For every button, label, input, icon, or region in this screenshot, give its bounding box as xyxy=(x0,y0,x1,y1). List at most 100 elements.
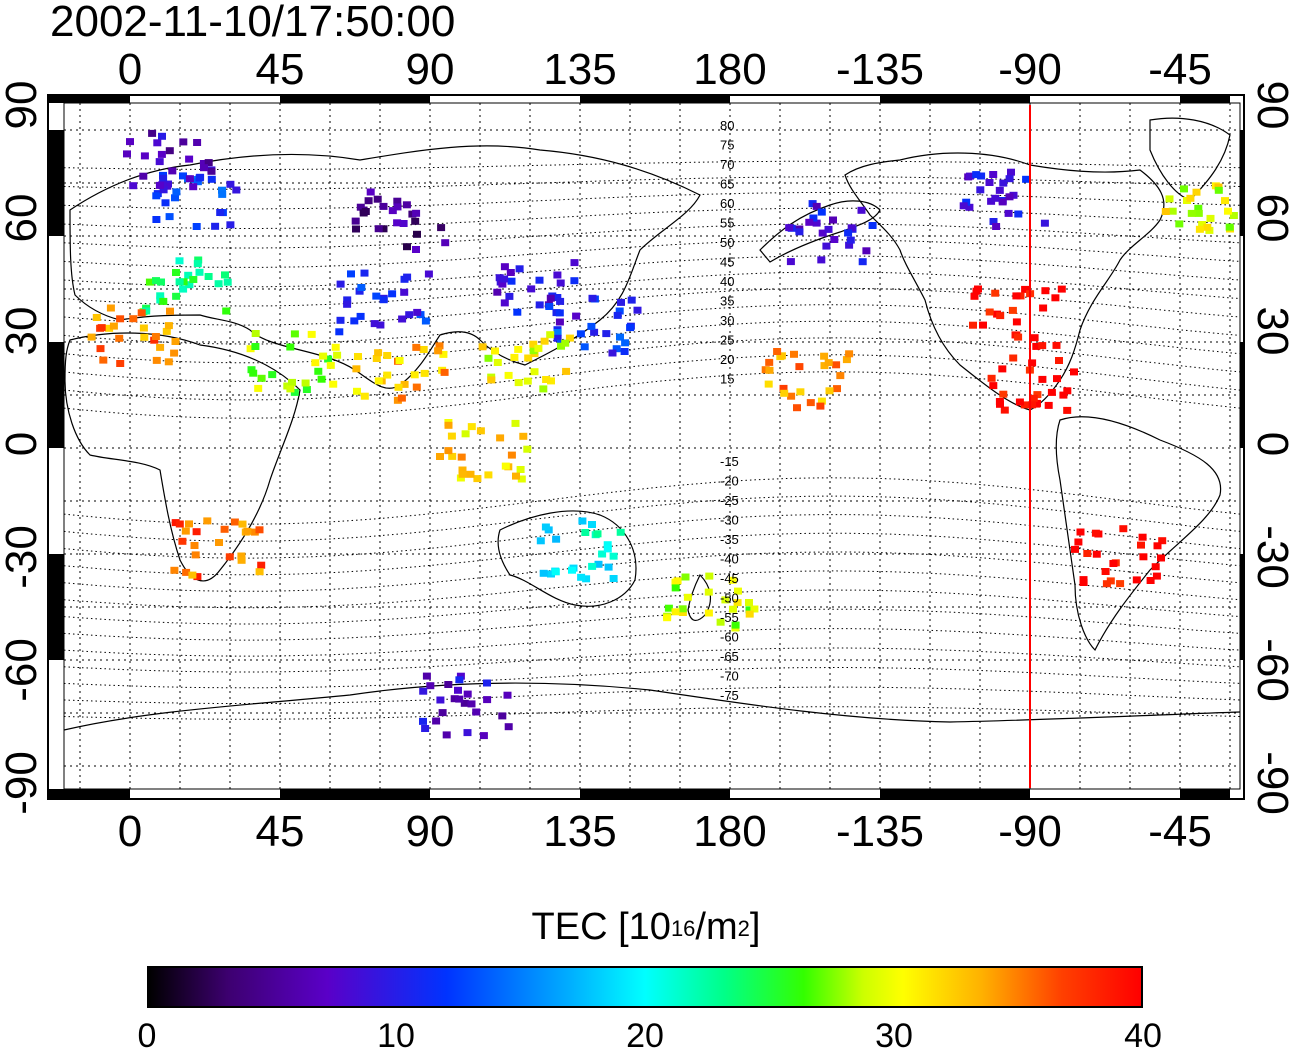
tec-point xyxy=(419,346,428,353)
tec-point xyxy=(704,588,713,596)
tec-point xyxy=(704,609,713,617)
tec-point xyxy=(193,139,202,146)
contour-label: 15 xyxy=(720,372,734,387)
tec-point xyxy=(795,228,804,236)
colorbar-title: TEC [1016/m2] xyxy=(531,906,761,948)
contour-label: -60 xyxy=(720,630,739,645)
tec-point xyxy=(204,159,213,167)
tec-point xyxy=(151,333,160,340)
tec-point xyxy=(329,380,338,388)
tec-point xyxy=(991,194,1000,202)
tec-point xyxy=(1092,550,1101,558)
tec-point xyxy=(437,224,446,232)
tec-point xyxy=(221,271,229,279)
tec-point xyxy=(181,527,190,535)
tec-point xyxy=(218,186,226,194)
tec-point xyxy=(1186,194,1195,202)
tec-point xyxy=(992,223,1001,230)
tec-point xyxy=(403,243,411,251)
tec-point xyxy=(421,725,430,732)
tec-point xyxy=(467,423,476,431)
tec-point xyxy=(1194,204,1203,212)
tec-point xyxy=(170,349,179,357)
tec-point xyxy=(230,518,239,526)
tec-point xyxy=(440,368,449,376)
tec-point xyxy=(450,695,459,703)
tec-point xyxy=(979,321,987,329)
tec-point xyxy=(764,380,773,388)
tec-point xyxy=(1063,387,1072,395)
tec-point xyxy=(153,139,162,147)
contour-label: -30 xyxy=(720,513,739,528)
tec-point xyxy=(556,279,565,287)
tec-point xyxy=(626,324,635,332)
tec-point xyxy=(1175,220,1184,228)
tec-point xyxy=(140,333,149,341)
tec-point xyxy=(825,387,834,395)
tec-point xyxy=(410,371,419,379)
tec-point xyxy=(193,260,202,268)
tec-point xyxy=(572,312,581,320)
tec-point xyxy=(524,354,533,362)
tec-point xyxy=(985,308,994,316)
tec-point xyxy=(836,372,845,380)
tec-point xyxy=(419,687,428,695)
tec-point xyxy=(395,357,404,364)
tec-point xyxy=(1203,223,1212,231)
tec-point xyxy=(985,179,994,186)
tec-point xyxy=(164,358,173,366)
tec-point xyxy=(184,271,193,279)
tec-point xyxy=(150,336,159,344)
lon-tick-label: -90 xyxy=(998,807,1062,856)
tec-point xyxy=(255,568,264,576)
tec-point xyxy=(302,386,311,393)
tec-point xyxy=(845,241,854,249)
tec-point xyxy=(987,374,996,382)
tec-point xyxy=(152,192,161,200)
tec-point xyxy=(420,369,429,377)
tec-point xyxy=(333,351,342,359)
tec-point xyxy=(1007,168,1015,176)
tec-point xyxy=(616,528,625,536)
lon-ticks-top: 0 45 90 135 180 -135 -90 -45 xyxy=(118,45,1212,94)
contour-label: -55 xyxy=(720,610,739,625)
tec-point xyxy=(1165,195,1174,203)
tec-point xyxy=(419,717,427,725)
colorbar-tick-label: 10 xyxy=(377,1017,415,1055)
tec-point xyxy=(1000,406,1009,414)
tec-point xyxy=(479,732,488,740)
tec-point xyxy=(126,138,134,146)
tec-point xyxy=(194,256,203,264)
tec-point xyxy=(139,324,148,332)
tec-point xyxy=(820,352,829,360)
tec-point xyxy=(577,573,586,581)
tec-point xyxy=(189,276,198,283)
tec-point xyxy=(616,333,624,341)
tec-point xyxy=(570,259,579,267)
tec-point xyxy=(1109,560,1118,567)
tec-point xyxy=(786,258,795,266)
tec-point xyxy=(721,596,730,604)
lat-tick-label: 60 xyxy=(0,194,46,243)
tec-point xyxy=(998,365,1007,373)
tec-point xyxy=(604,563,613,571)
tec-point xyxy=(972,171,981,179)
tec-point xyxy=(785,224,794,232)
tec-point xyxy=(434,347,443,355)
tec-point xyxy=(552,535,561,543)
tec-point xyxy=(507,451,516,459)
tec-point xyxy=(388,207,397,215)
tec-point xyxy=(787,392,796,400)
tec-point xyxy=(317,375,326,383)
tec-point xyxy=(379,225,388,233)
tec-point xyxy=(514,345,523,353)
tec-point xyxy=(226,180,235,188)
tec-map: 80 75 70 65 60 55 50 45 40 35 30 25 20 15 -15 -20 -25 -30… xyxy=(0,45,1292,856)
tec-point xyxy=(995,186,1004,194)
tec-point xyxy=(372,355,381,362)
tec-point xyxy=(211,222,220,230)
tec-point xyxy=(355,287,364,295)
tec-point xyxy=(97,324,106,332)
tec-point xyxy=(1091,529,1100,537)
tec-point xyxy=(598,550,607,558)
